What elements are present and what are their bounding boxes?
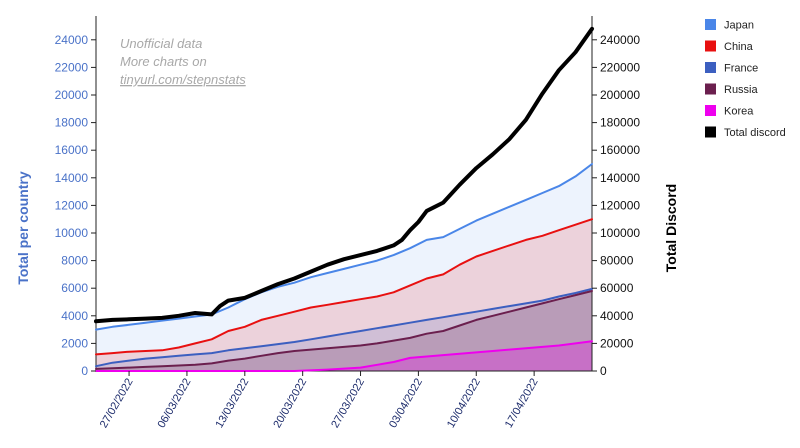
right-axis-ticks: 0 20000 40000 60000 80000 100000 120000 140000 1… xyxy=(592,33,640,378)
left-tick-label: 4000 xyxy=(61,309,88,323)
legend-swatch-france xyxy=(705,62,716,73)
right-tick-label: 100000 xyxy=(600,226,640,240)
x-tick-label: 03/04/2022 xyxy=(387,377,425,431)
annotation-line-2: More charts on xyxy=(120,54,207,69)
series-line-japan xyxy=(95,163,593,331)
left-axis-ticks: 0 2000 4000 6000 8000 10000 12000 14000 16000 180… xyxy=(55,33,96,378)
left-tick-label: 22000 xyxy=(55,60,89,74)
annotation-line-1: Unofficial data xyxy=(120,36,202,51)
legend-swatch-china xyxy=(705,40,716,52)
left-axis-title: Total per country xyxy=(15,171,31,285)
left-tick-label: 18000 xyxy=(55,116,89,130)
right-tick-label: 0 xyxy=(600,364,607,378)
legend-label-japan[interactable]: Japan xyxy=(724,20,754,32)
legend-label-russia[interactable]: Russia xyxy=(724,84,759,96)
series-fills xyxy=(96,164,592,371)
left-tick-label: 10000 xyxy=(55,226,89,240)
right-tick-label: 220000 xyxy=(600,60,640,74)
area-fill-russia xyxy=(96,291,592,371)
left-tick-label: 6000 xyxy=(61,281,88,295)
legend-label-total-discord[interactable]: Total discord xyxy=(724,127,786,139)
series-line-france xyxy=(95,287,593,368)
area-fill-china xyxy=(96,219,592,371)
series-line-total-discord xyxy=(94,26,594,324)
area-fill-korea xyxy=(96,341,592,371)
right-tick-label: 180000 xyxy=(600,116,640,130)
legend-label-china[interactable]: China xyxy=(724,41,754,53)
series-line-china xyxy=(95,218,593,356)
series-line-korea xyxy=(95,340,593,372)
right-tick-label: 200000 xyxy=(600,88,640,102)
left-tick-label: 12000 xyxy=(55,198,89,212)
legend-swatch-korea xyxy=(705,105,716,116)
left-tick-label: 8000 xyxy=(61,254,88,268)
x-tick-label: 20/03/2022 xyxy=(271,377,309,431)
right-tick-label: 160000 xyxy=(600,143,640,157)
x-tick-label: 13/03/2022 xyxy=(213,377,251,431)
legend: Japan China France Russia Korea Total discord xyxy=(705,19,786,139)
x-tick-label: 27/03/2022 xyxy=(329,377,367,431)
series-lines xyxy=(94,16,594,372)
left-tick-label: 2000 xyxy=(61,336,88,350)
legend-swatch-total-discord xyxy=(705,126,716,138)
left-tick-label: 24000 xyxy=(55,33,89,47)
legend-label-korea[interactable]: Korea xyxy=(724,106,754,118)
right-tick-label: 240000 xyxy=(600,33,640,47)
x-tick-label: 06/03/2022 xyxy=(156,377,194,431)
area-fill-france xyxy=(96,288,592,371)
annotation-link[interactable]: tinyurl.com/stepnstats xyxy=(120,72,246,87)
left-tick-label: 20000 xyxy=(55,88,89,102)
series-line-russia xyxy=(95,290,593,370)
left-tick-label: 16000 xyxy=(55,143,89,157)
x-tick-label: 17/04/2022 xyxy=(503,377,541,431)
right-tick-label: 80000 xyxy=(600,254,634,268)
legend-label-france[interactable]: France xyxy=(724,63,758,75)
x-axis-ticks: 27/02/2022 06/03/2022 13/03/2022 20/03/2022… xyxy=(98,371,541,430)
right-tick-label: 20000 xyxy=(600,336,634,350)
left-tick-label: 14000 xyxy=(55,171,89,185)
left-tick-label: 0 xyxy=(81,364,88,378)
x-tick-label: 27/02/2022 xyxy=(98,377,136,431)
right-tick-label: 60000 xyxy=(600,281,634,295)
legend-swatch-russia xyxy=(705,83,716,95)
right-tick-label: 120000 xyxy=(600,198,640,212)
x-tick-label: 10/04/2022 xyxy=(445,377,483,431)
right-tick-label: 140000 xyxy=(600,171,640,185)
area-fill-japan xyxy=(96,164,592,371)
right-axis-title: Total Discord xyxy=(663,184,679,272)
legend-swatch-japan xyxy=(705,19,716,30)
right-tick-label: 40000 xyxy=(600,309,634,323)
